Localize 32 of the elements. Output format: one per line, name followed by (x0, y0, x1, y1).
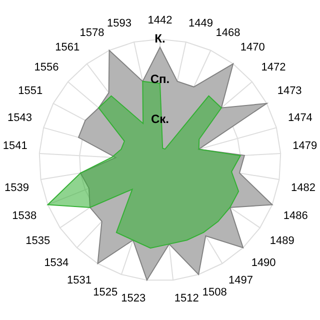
spoke-label: 1531 (67, 274, 92, 286)
spoke-label: 1539 (4, 182, 29, 194)
spoke-label: 1472 (261, 61, 286, 74)
spoke-label: 1468 (216, 26, 240, 39)
spoke-label: 1578 (80, 26, 104, 39)
spoke-label: 1473 (277, 85, 302, 98)
spoke-label: 1535 (26, 235, 50, 248)
spoke-label: 1470 (240, 42, 265, 54)
spoke-label: 1538 (12, 210, 37, 222)
spoke-label: 1541 (2, 140, 28, 152)
spoke-label: 1497 (228, 274, 253, 286)
spoke-label: 1474 (288, 112, 312, 124)
spoke-label: 1489 (270, 235, 294, 248)
spoke-label: 1561 (55, 42, 80, 54)
spoke-label: 1534 (44, 257, 69, 270)
spoke-label: 1442 (148, 14, 172, 27)
spoke-label: 1508 (202, 286, 227, 298)
spoke-label: 1512 (174, 292, 199, 305)
y-tick-label: Сп. (150, 72, 170, 86)
y-tick-label: К. (154, 32, 166, 46)
spoke-label: 1543 (8, 112, 32, 124)
spoke-label: 1551 (18, 85, 43, 98)
spoke-label: 1449 (188, 18, 214, 30)
spoke-label: 1525 (93, 286, 118, 298)
y-tick-label: Ск. (150, 112, 170, 126)
spoke-label: 1486 (283, 210, 308, 222)
spoke-label: 1556 (34, 61, 59, 74)
spoke-label: 1523 (121, 292, 146, 305)
spoke-label: 1482 (291, 182, 316, 194)
spoke-label: 1593 (106, 18, 132, 30)
spoke-label: 1490 (251, 257, 276, 270)
spoke-label: 1479 (292, 140, 318, 152)
